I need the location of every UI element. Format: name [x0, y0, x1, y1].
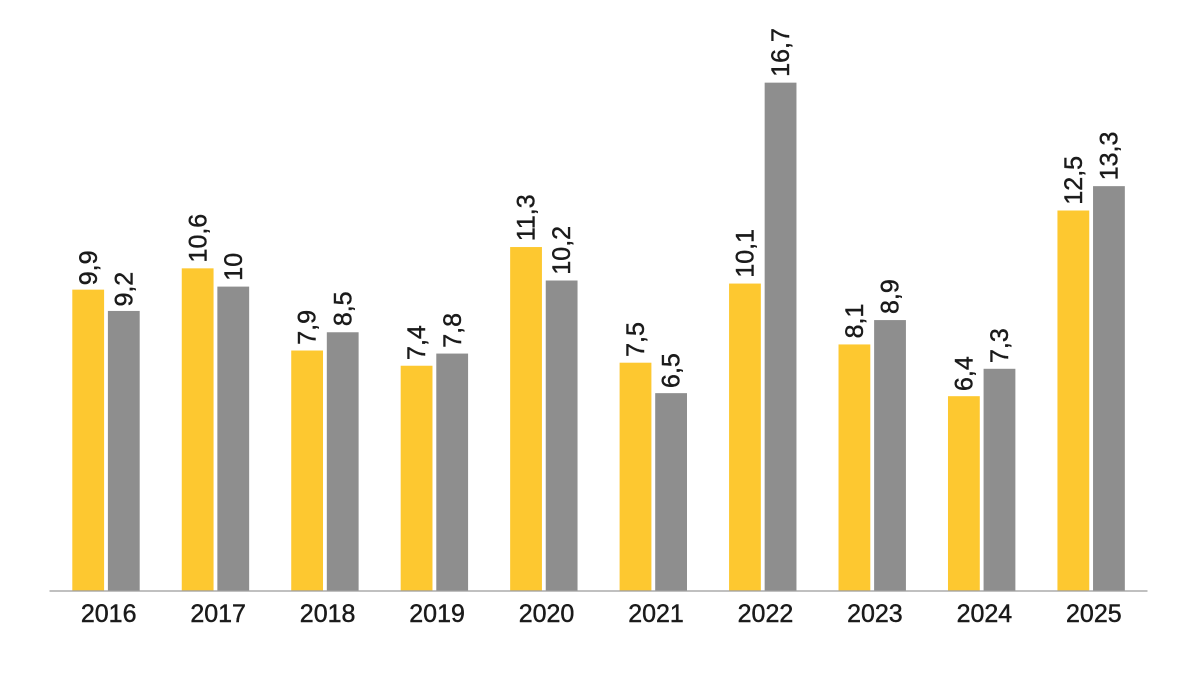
- svg-text:7,3: 7,3: [986, 328, 1014, 363]
- svg-text:6,5: 6,5: [658, 353, 686, 388]
- svg-text:9,9: 9,9: [75, 250, 103, 285]
- svg-text:8,1: 8,1: [841, 304, 869, 339]
- svg-text:2018: 2018: [300, 600, 356, 628]
- svg-text:8,5: 8,5: [329, 291, 357, 326]
- svg-text:13,3: 13,3: [1096, 132, 1124, 181]
- svg-text:16,7: 16,7: [767, 28, 795, 77]
- svg-text:2024: 2024: [957, 600, 1013, 628]
- svg-text:7,4: 7,4: [403, 325, 431, 360]
- svg-text:10,1: 10,1: [732, 229, 760, 278]
- svg-text:10,2: 10,2: [548, 226, 576, 275]
- svg-text:7,5: 7,5: [622, 322, 650, 357]
- svg-text:2020: 2020: [519, 600, 575, 628]
- svg-text:11,3: 11,3: [513, 194, 541, 241]
- svg-text:9,2: 9,2: [110, 272, 138, 307]
- svg-text:2016: 2016: [81, 600, 137, 628]
- svg-text:8,9: 8,9: [877, 279, 905, 314]
- svg-text:2023: 2023: [847, 600, 903, 628]
- svg-text:2022: 2022: [738, 600, 794, 628]
- svg-text:6,4: 6,4: [950, 356, 978, 391]
- svg-text:12,5: 12,5: [1060, 156, 1088, 205]
- svg-text:2025: 2025: [1066, 600, 1122, 628]
- svg-text:7,8: 7,8: [439, 313, 467, 348]
- svg-text:2017: 2017: [190, 600, 246, 628]
- svg-text:7,9: 7,9: [294, 310, 322, 345]
- svg-text:2021: 2021: [628, 600, 684, 628]
- svg-text:2019: 2019: [409, 600, 465, 628]
- svg-text:10: 10: [220, 253, 248, 281]
- svg-text:10,6: 10,6: [184, 214, 212, 263]
